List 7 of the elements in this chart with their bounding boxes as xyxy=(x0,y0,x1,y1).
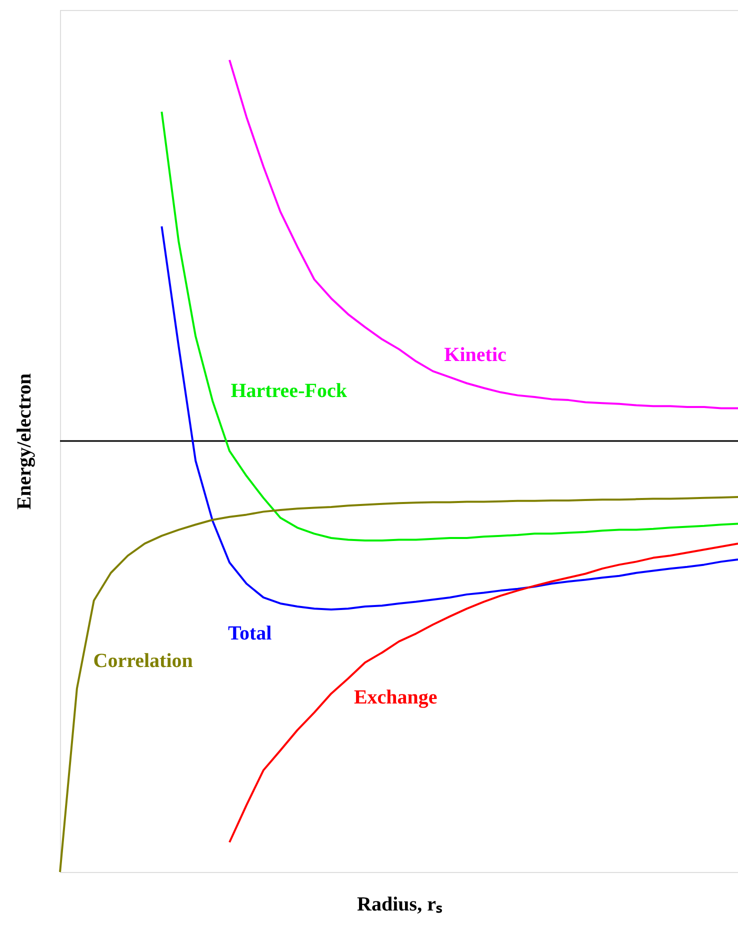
y-axis-title: Energy/electron xyxy=(14,373,36,510)
series-label: Correlation xyxy=(93,650,193,672)
series-label: Kinetic xyxy=(444,344,506,366)
x-axis-title: Radius, rₛ xyxy=(357,894,443,916)
series-label: Exchange xyxy=(354,686,438,708)
series-label: Total xyxy=(228,622,272,645)
series-label: Hartree-Fock xyxy=(230,380,348,402)
